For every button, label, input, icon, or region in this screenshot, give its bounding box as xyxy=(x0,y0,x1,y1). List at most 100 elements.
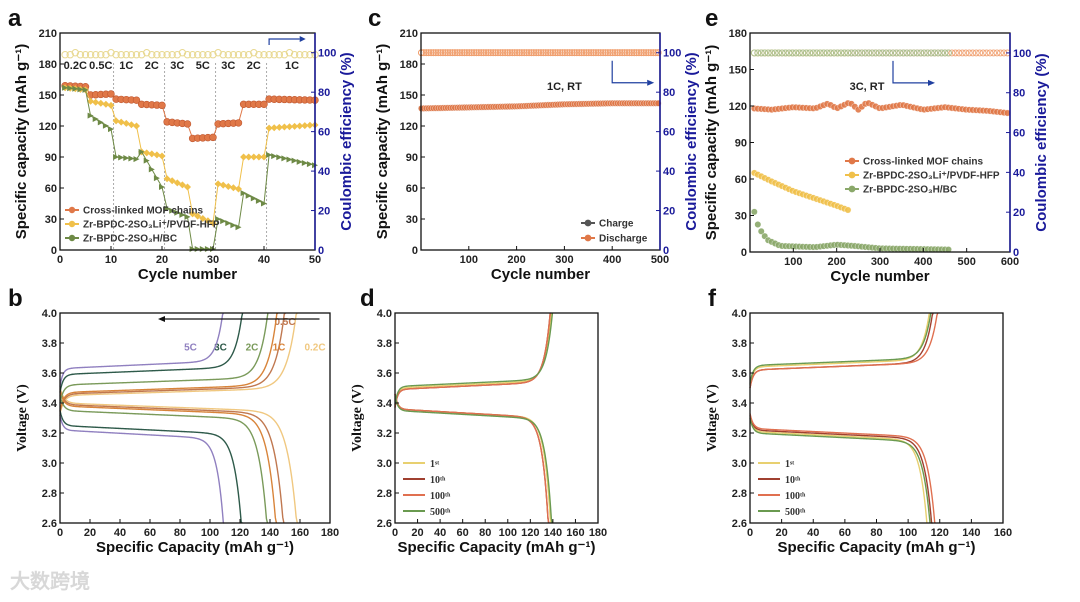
ce-point xyxy=(532,49,540,57)
ce-point xyxy=(609,49,617,57)
data-point xyxy=(286,123,293,131)
data-point xyxy=(127,121,135,129)
discharge-curve xyxy=(59,390,278,524)
ce-point xyxy=(153,51,161,59)
y-tick-label: 120 xyxy=(39,121,57,133)
ce-point xyxy=(255,51,263,59)
ce-point xyxy=(439,49,447,57)
ce-point xyxy=(948,49,956,57)
x-tick-label: 160 xyxy=(994,527,1012,539)
data-point xyxy=(276,154,283,161)
y-axis-label: Voltage (V) xyxy=(705,384,720,452)
y2-tick-label: 20 xyxy=(663,206,675,218)
data-point xyxy=(234,119,243,127)
legend-label: 10ᵗʰ xyxy=(430,475,446,486)
ce-point xyxy=(127,51,136,59)
discharge-curve xyxy=(59,395,269,524)
ce-point xyxy=(112,51,120,59)
x-tick-label: 160 xyxy=(291,527,309,539)
discharge-curve xyxy=(749,414,933,524)
data-point xyxy=(224,182,232,190)
ce-point xyxy=(465,49,473,57)
plot-area: 0.2C 0.5C 1C 2C 3C 5C 3C 2C 1C xyxy=(61,36,319,252)
data-point xyxy=(235,224,242,231)
ce-point xyxy=(841,49,848,57)
ce-point xyxy=(761,49,769,57)
ce-point xyxy=(750,49,758,57)
data-point xyxy=(189,210,197,218)
y-tick-label: 180 xyxy=(39,59,57,71)
ce-point xyxy=(771,49,779,57)
data-point xyxy=(209,219,217,227)
legend-label: 1ˢᵗ xyxy=(430,459,439,470)
x-tick-label: 60 xyxy=(839,527,851,539)
x-tick-label: 180 xyxy=(321,527,339,539)
rate-label: 0.5C xyxy=(274,317,295,328)
ce-point xyxy=(494,49,502,57)
y-tick-label: 210 xyxy=(39,28,57,40)
y2-tick-label: 80 xyxy=(318,87,330,99)
ce-point xyxy=(969,49,977,57)
rate-label: 5C xyxy=(184,343,197,354)
ce-point xyxy=(997,49,1004,57)
ce-point xyxy=(265,51,273,59)
ce-point xyxy=(986,49,994,57)
y2-tick-label: 60 xyxy=(318,127,330,139)
ce-point xyxy=(470,49,478,57)
ce-point xyxy=(630,49,638,57)
data-point xyxy=(122,119,130,127)
ce-point xyxy=(628,49,636,57)
ce-point xyxy=(592,49,600,57)
arrow-head-icon xyxy=(158,316,165,322)
data-point xyxy=(62,84,69,91)
plot-area: 1C, RT xyxy=(418,49,662,112)
rate-label: 3C xyxy=(221,60,235,72)
axis-arrow xyxy=(268,38,300,45)
ce-point xyxy=(865,49,873,57)
x-tick-label: 30 xyxy=(207,254,219,266)
discharge-curve xyxy=(394,393,550,524)
data-point xyxy=(92,116,99,123)
y-tick-label: 60 xyxy=(406,183,418,195)
x-tick-label: 400 xyxy=(914,256,932,268)
ce-point xyxy=(893,49,900,57)
data-point xyxy=(306,161,313,168)
ce-point xyxy=(477,49,485,57)
x-tick-label: 50 xyxy=(309,254,321,266)
ce-point xyxy=(931,49,939,57)
y-tick-label: 2.6 xyxy=(377,518,392,530)
x-tick-label: 40 xyxy=(807,527,819,539)
y-tick-label: 3.0 xyxy=(377,458,392,470)
ce-point xyxy=(830,49,838,57)
ce-point xyxy=(938,49,945,57)
data-point xyxy=(102,122,109,129)
data-point xyxy=(260,153,268,161)
data-point xyxy=(113,154,120,160)
ce-point xyxy=(188,51,197,59)
ce-point xyxy=(625,49,633,57)
data-point xyxy=(214,180,222,188)
x-tick-label: 300 xyxy=(871,256,889,268)
ce-point xyxy=(270,51,278,59)
y2-tick-label: 20 xyxy=(1013,207,1025,219)
y2-axis-label: Coulombic efficiency (%) xyxy=(1033,53,1050,231)
x-tick-label: 300 xyxy=(555,254,573,266)
charge-curve xyxy=(749,312,933,384)
ce-point xyxy=(556,49,564,57)
data-point xyxy=(945,246,952,253)
ce-point xyxy=(204,51,212,59)
data-point xyxy=(184,183,191,191)
data-point xyxy=(245,192,252,199)
discharge-curve xyxy=(59,387,298,524)
ce-point xyxy=(906,49,914,57)
ce-point xyxy=(504,49,511,57)
panel-f: f 0 20 40 60 80 100 120 140 160 2.6 2.8 3.0 3.2 3.4 3.6… xyxy=(705,285,1012,556)
ce-point xyxy=(530,49,538,57)
panel-letter: f xyxy=(708,285,717,312)
y2-tick-label: 100 xyxy=(1013,48,1031,60)
ce-point xyxy=(492,49,500,57)
data-point xyxy=(219,181,227,189)
ce-point xyxy=(924,49,932,57)
rate-label: 2C xyxy=(145,60,159,72)
